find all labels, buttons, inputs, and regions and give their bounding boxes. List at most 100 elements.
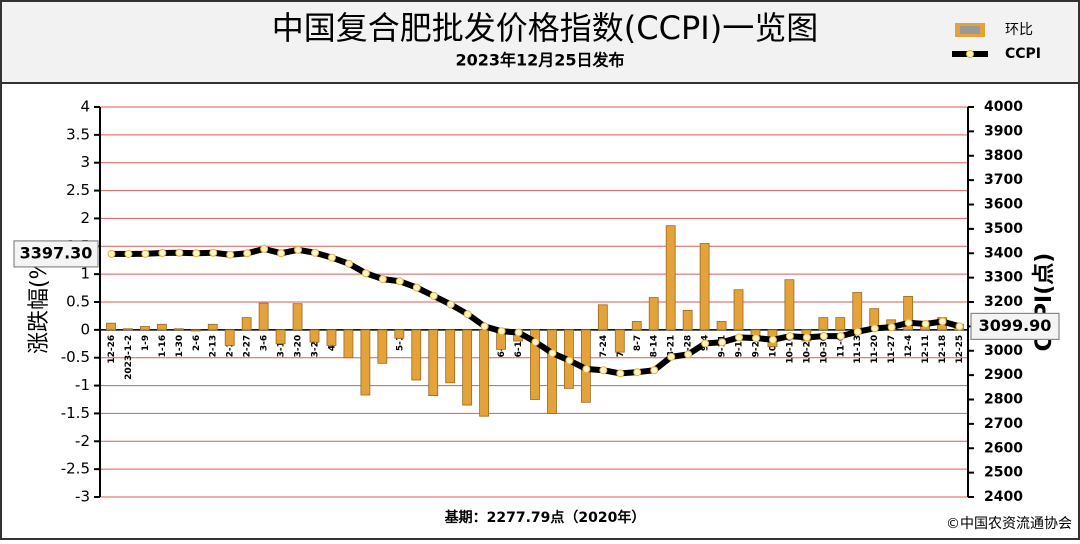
x-tick-label: 2-27: [243, 335, 253, 358]
bar: [241, 317, 252, 331]
line-point: [192, 249, 201, 258]
line-point: [853, 327, 862, 336]
bar: [665, 225, 676, 331]
line-point: [344, 259, 353, 268]
x-tick-label: 10-23: [802, 335, 812, 364]
line-point: [701, 339, 710, 348]
x-tick-label: 9-18: [735, 335, 745, 358]
line-point: [124, 249, 133, 258]
bar: [699, 243, 710, 331]
line-point: [751, 334, 760, 343]
y2-tick-label: 3800: [984, 148, 1023, 164]
line-point: [514, 328, 523, 337]
bar: [530, 329, 540, 400]
x-tick-label: 1-9: [141, 335, 151, 351]
bar: [343, 329, 354, 359]
line-point: [667, 352, 676, 361]
bar: [207, 323, 218, 331]
y-tick-label: 2.5: [66, 181, 90, 199]
header: [0, 0, 1080, 84]
y-tick-label: 2: [80, 209, 90, 227]
x-tick-label: 12-4: [904, 335, 914, 358]
y2-tick-label: 3400: [984, 245, 1023, 261]
bar: [479, 329, 490, 417]
line-point: [819, 332, 828, 341]
y2-tick-label: 2700: [984, 416, 1023, 432]
line-point: [938, 317, 947, 326]
x-tick-label: 8-28: [684, 335, 694, 358]
bar: [173, 328, 184, 331]
bar: [156, 323, 167, 331]
bar: [258, 302, 269, 331]
x-tick-label: 11-20: [870, 335, 880, 364]
line-point: [497, 327, 506, 336]
x-tick-label: 3-27: [311, 335, 321, 358]
bar: [309, 329, 320, 343]
line-point: [429, 291, 438, 300]
x-tick-label: 2-13: [209, 335, 219, 358]
x-tick-label: 2023-1-2: [124, 335, 134, 380]
y2-tick-label: 2600: [984, 440, 1023, 456]
bar: [428, 329, 439, 397]
y-tick-label: -2: [75, 432, 90, 450]
x-tick-label: 1-30: [175, 335, 185, 358]
bar: [190, 329, 201, 332]
line-point: [463, 310, 472, 319]
y2-tick-label: 2800: [984, 392, 1023, 408]
line-point: [361, 269, 370, 278]
line-point: [446, 300, 455, 309]
y2-tick-label: 3500: [984, 221, 1023, 237]
x-tick-label: 8-14: [650, 335, 660, 358]
bar: [597, 304, 608, 331]
bar: [614, 329, 625, 353]
y-tick-label: 1: [80, 265, 90, 283]
chart-title: 中国复合肥批发价格指数(CCPI)一览图: [272, 9, 818, 47]
line-point: [311, 248, 320, 257]
y2-tick-label: 2400: [984, 489, 1023, 505]
bar: [631, 321, 642, 331]
x-tick-label: 6-19: [514, 335, 524, 358]
line-point: [887, 323, 896, 332]
line-point: [684, 350, 693, 359]
line-point: [412, 283, 421, 292]
x-tick-label: 8-7: [633, 335, 643, 351]
x-tick-label: 12-11: [921, 335, 931, 364]
callout-label: 3397.30: [20, 243, 93, 262]
x-tick-label: 2-6: [192, 335, 202, 351]
bar: [123, 328, 133, 331]
line-point: [904, 318, 913, 327]
legend-label: 环比: [1005, 22, 1033, 38]
y2-tick-label: 3300: [984, 270, 1023, 286]
line-point: [599, 366, 608, 375]
line-point: [921, 319, 930, 328]
line-point: [633, 368, 642, 377]
line-point: [395, 277, 404, 286]
line-point: [836, 332, 845, 341]
x-tick-label: 10-30: [819, 335, 829, 364]
line-point: [802, 333, 811, 342]
line-point: [226, 250, 235, 259]
bar: [224, 329, 235, 346]
line-point: [107, 249, 116, 258]
bar: [648, 297, 659, 331]
line-point: [531, 337, 540, 346]
line-point: [735, 333, 744, 342]
y2-tick-label: 3700: [984, 172, 1023, 188]
line-point: [650, 366, 659, 375]
x-tick-label: 11-6: [836, 335, 846, 358]
bar: [360, 329, 371, 396]
legend-swatch-inner: [960, 26, 980, 34]
bar: [411, 329, 422, 381]
chart-subtitle: 2023年12月25日发布: [455, 51, 624, 70]
line-point: [175, 248, 184, 257]
x-tick-label: 7-24: [599, 335, 609, 358]
line-point: [277, 249, 286, 258]
y-tick-label: -2.5: [61, 460, 90, 478]
x-tick-label: 11-13: [853, 335, 863, 364]
bar: [852, 292, 863, 331]
y2-tick-label: 2500: [984, 465, 1023, 481]
bar: [394, 329, 405, 339]
y2-tick-label: 3200: [984, 294, 1023, 310]
line-point: [243, 249, 252, 258]
